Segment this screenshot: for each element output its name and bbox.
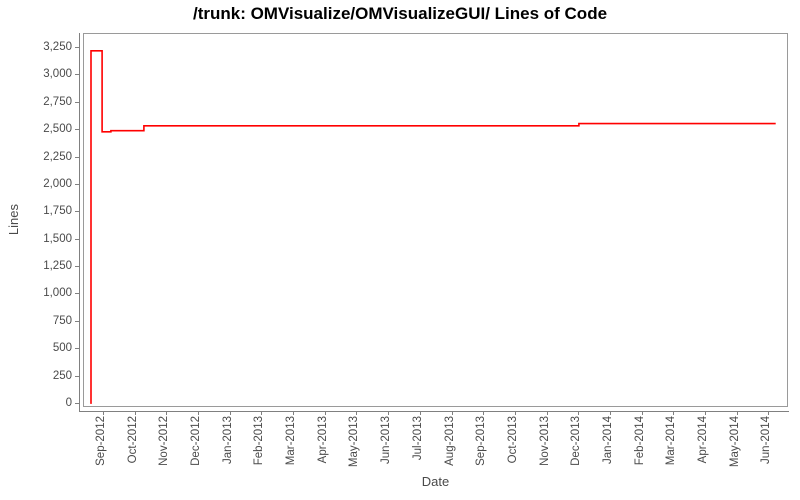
x-tick-mark — [451, 411, 453, 415]
x-axis-line — [79, 411, 789, 412]
y-tick-mark — [75, 348, 79, 350]
x-tick-mark — [324, 411, 326, 415]
x-tick-mark — [356, 411, 358, 415]
x-tick-mark — [293, 411, 295, 415]
y-tick-label: 1,500 — [43, 232, 72, 245]
x-tick-mark — [229, 411, 231, 415]
y-tick-label: 500 — [52, 342, 72, 355]
x-tick-mark — [198, 411, 200, 415]
x-tick-mark — [546, 411, 548, 415]
x-tick-label: Jun-2014 — [760, 416, 773, 464]
x-tick-mark — [768, 411, 770, 415]
x-tick-mark — [261, 411, 263, 415]
x-tick-label: Dec-2012 — [190, 416, 203, 466]
y-tick-label: 1,750 — [43, 205, 72, 218]
x-tick-mark — [134, 411, 136, 415]
x-tick-label: May-2014 — [728, 416, 741, 468]
x-tick-label: Oct-2013 — [506, 416, 519, 464]
y-tick-mark — [75, 211, 79, 213]
x-tick-label: Jul-2013 — [411, 416, 424, 461]
loc-line-series-svg — [90, 49, 776, 404]
x-tick-label: Jan-2014 — [601, 416, 614, 464]
y-tick-mark — [75, 47, 79, 49]
x-tick-label: Apr-2014 — [696, 416, 709, 464]
x-tick-mark — [609, 411, 611, 415]
x-tick-mark — [736, 411, 738, 415]
y-tick-label: 2,000 — [43, 177, 72, 190]
y-tick-label: 250 — [52, 369, 72, 382]
x-tick-label: Nov-2012 — [158, 416, 171, 466]
x-tick-mark — [578, 411, 580, 415]
x-tick-mark — [641, 411, 643, 415]
y-tick-mark — [75, 101, 79, 103]
x-tick-label: Sep-2012 — [94, 416, 107, 466]
y-tick-label: 750 — [52, 314, 72, 327]
x-tick-mark — [102, 411, 104, 415]
y-tick-mark — [75, 129, 79, 131]
x-tick-label: Mar-2013 — [285, 416, 298, 466]
y-tick-mark — [75, 183, 79, 185]
x-tick-label: Mar-2014 — [665, 416, 678, 466]
y-tick-label: 3,250 — [43, 41, 72, 54]
y-tick-label: 2,750 — [43, 95, 72, 108]
plot-area — [83, 33, 788, 407]
y-tick-label: 1,000 — [43, 287, 72, 300]
x-tick-label: Dec-2013 — [570, 416, 583, 466]
y-tick-label: 0 — [65, 396, 72, 409]
x-tick-label: May-2013 — [348, 416, 361, 468]
x-tick-label: Feb-2014 — [633, 416, 646, 466]
y-tick-mark — [75, 238, 79, 240]
y-tick-mark — [75, 375, 79, 377]
x-tick-mark — [419, 411, 421, 415]
x-tick-mark — [388, 411, 390, 415]
y-tick-mark — [75, 266, 79, 268]
x-tick-mark — [704, 411, 706, 415]
y-tick-mark — [75, 293, 79, 295]
x-tick-label: Aug-2013 — [443, 416, 456, 466]
x-tick-label: Feb-2013 — [253, 416, 266, 466]
y-tick-mark — [75, 320, 79, 322]
x-axis-title: Date — [421, 474, 450, 489]
chart-title: /trunk: OMVisualize/OMVisualizeGUI/ Line… — [192, 4, 608, 23]
y-tick-label: 2,500 — [43, 123, 72, 136]
y-tick-label: 1,250 — [43, 260, 72, 273]
x-tick-mark — [483, 411, 485, 415]
y-tick-mark — [75, 156, 79, 158]
y-tick-label: 2,250 — [43, 150, 72, 163]
x-tick-label: Sep-2013 — [475, 416, 488, 466]
x-tick-label: Apr-2013 — [316, 416, 329, 464]
y-tick-label: 3,000 — [43, 68, 72, 81]
y-tick-mark — [75, 74, 79, 76]
x-tick-mark — [166, 411, 168, 415]
x-tick-label: Nov-2013 — [538, 416, 551, 466]
x-tick-label: Jan-2013 — [221, 416, 234, 464]
x-tick-mark — [673, 411, 675, 415]
y-axis-line — [79, 33, 80, 412]
x-tick-mark — [514, 411, 516, 415]
y-tick-mark — [75, 402, 79, 404]
x-tick-label: Oct-2012 — [126, 416, 139, 464]
loc-series-line — [90, 49, 776, 404]
x-tick-label: Jun-2013 — [380, 416, 393, 464]
